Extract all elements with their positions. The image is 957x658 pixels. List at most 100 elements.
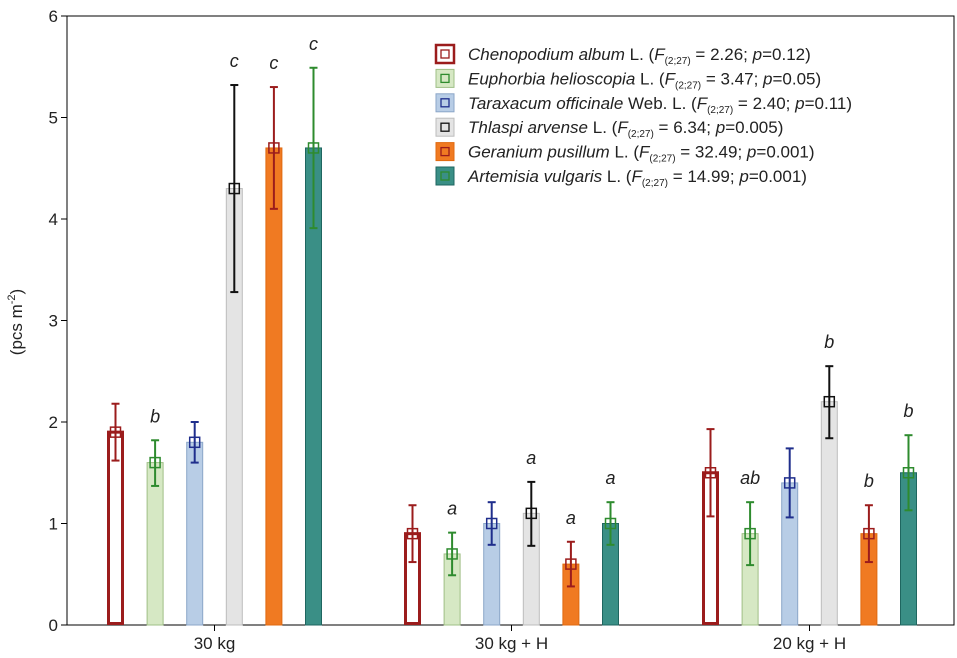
y-tick-label: 3 <box>49 312 58 331</box>
mean-marker <box>744 527 756 540</box>
legend-label-part: =0.001) <box>756 143 814 162</box>
significance-letter: a <box>526 448 536 468</box>
axes: 0 1 2 3 4 5 6 30 kg 30 kg + H 20 kg + H <box>49 7 847 653</box>
legend-label-part: (2;27) <box>675 80 701 91</box>
legend-label-part: = 3.47; <box>701 69 763 88</box>
legend-swatch <box>434 43 456 65</box>
legend-label-part: p <box>762 69 772 88</box>
legend-label-part: Euphorbia helioscopia <box>468 69 635 88</box>
mean-marker <box>406 527 419 540</box>
x-tick-label: 30 kg + H <box>475 634 548 653</box>
legend-swatch <box>435 93 455 113</box>
legend-label-part: (2;27) <box>628 129 654 140</box>
y-axis-title-superscript: -2 <box>6 294 18 304</box>
mean-marker <box>902 467 915 479</box>
legend-marker <box>440 98 450 108</box>
legend-label: Artemisia vulgaris L. (F(2;27) = 14.99; … <box>467 167 807 189</box>
legend-marker <box>440 122 450 132</box>
significance-letter: ab <box>740 468 760 488</box>
significance-letter: a <box>605 468 615 488</box>
legend-label-part: p <box>752 45 762 64</box>
legend-marker <box>440 49 450 59</box>
legend-label: Taraxacum officinale Web. L. (F(2;27) = … <box>468 94 852 116</box>
legend-label-part: Taraxacum officinale <box>468 94 623 113</box>
legend-label-part: L. ( <box>588 118 618 137</box>
legend: Chenopodium album L. (F(2;27) = 2.26; p=… <box>434 43 852 189</box>
legend-marker <box>440 171 450 181</box>
legend-label-part: =0.11) <box>805 94 852 113</box>
legend-label-part: =0.12) <box>762 45 811 64</box>
mean-marker <box>307 142 320 154</box>
mean-marker <box>704 467 717 479</box>
mean-marker <box>783 477 796 489</box>
legend-label-part: (2;27) <box>649 154 675 165</box>
mean-marker <box>149 456 161 469</box>
y-tick-label: 6 <box>49 7 58 26</box>
legend-label-part: L. ( <box>610 143 640 162</box>
significance-letter: c <box>269 53 278 73</box>
bar <box>146 462 164 626</box>
legend-item: Taraxacum officinale Web. L. (F(2;27) = … <box>435 93 852 116</box>
legend-label-part: p <box>715 118 725 137</box>
legend-label-part: p <box>738 167 748 186</box>
x-tick-label: 30 kg <box>194 634 236 653</box>
mean-marker <box>109 426 122 438</box>
legend-marker <box>440 73 450 84</box>
y-tick-label: 1 <box>49 515 58 534</box>
legend-label-part: Artemisia vulgaris <box>467 167 603 186</box>
significance-letter: a <box>566 508 576 528</box>
y-tick-label: 5 <box>49 109 58 128</box>
legend-item: Euphorbia helioscopia L. (F(2;27) = 3.47… <box>435 68 822 91</box>
y-tick-label: 0 <box>49 616 58 635</box>
y-axis-title: (pcs m-2) <box>6 289 26 355</box>
legend-swatch <box>435 68 455 88</box>
legend-label-part: L. ( <box>625 45 655 64</box>
legend-label-part: L. ( <box>602 167 632 186</box>
legend-label-part: F <box>697 94 709 113</box>
legend-marker <box>440 146 450 157</box>
legend-label-part: = 6.34; <box>654 118 716 137</box>
legend-label: Chenopodium album L. (F(2;27) = 2.26; p=… <box>468 45 811 67</box>
legend-label-part: Geranium pusillum <box>468 143 610 162</box>
legend-label-part: =0.05) <box>773 69 822 88</box>
legend-swatch <box>435 166 455 186</box>
legend-label-part: = 32.49; <box>676 143 747 162</box>
legend-label-part: (2;27) <box>665 56 691 67</box>
legend-label-part: Web. L. ( <box>623 94 697 113</box>
legend-item: Thlaspi arvense L. (F(2;27) = 6.34; p=0.… <box>435 117 783 140</box>
mean-marker <box>268 142 280 154</box>
y-tick-label: 2 <box>49 413 58 432</box>
significance-letter: b <box>864 471 874 491</box>
legend-label-part: =0.001) <box>749 167 807 186</box>
mean-marker <box>485 517 498 530</box>
bar <box>265 147 283 626</box>
mean-marker <box>604 517 617 530</box>
significance-letter: c <box>230 51 239 71</box>
mean-marker <box>525 507 538 520</box>
mean-marker <box>565 558 577 570</box>
legend-label-part: Chenopodium album <box>468 45 625 64</box>
significance-letter: b <box>903 401 913 421</box>
significance-letter: a <box>447 499 457 519</box>
legend-item: Chenopodium album L. (F(2;27) = 2.26; p=… <box>434 43 811 67</box>
y-tick-label: 4 <box>49 210 58 229</box>
legend-label-part: = 14.99; <box>668 167 739 186</box>
legend-label-part: = 2.40; <box>733 94 795 113</box>
legend-label-part: L. ( <box>635 69 665 88</box>
legend-label-part: F <box>617 118 629 137</box>
legend-label-part: F <box>654 45 666 64</box>
mean-marker <box>446 548 458 560</box>
legend-label-part: (2;27) <box>707 105 733 116</box>
legend-label: Geranium pusillum L. (F(2;27) = 32.49; p… <box>468 143 815 165</box>
legend-label-part: Thlaspi arvense <box>468 118 588 137</box>
significance-letter: b <box>824 332 834 352</box>
legend-label-part: =0.005) <box>725 118 783 137</box>
legend-label-part: (2;27) <box>642 178 668 189</box>
legend-item: Geranium pusillum L. (F(2;27) = 32.49; p… <box>435 142 815 165</box>
legend-label-part: F <box>631 167 643 186</box>
legend-label-part: p <box>794 94 804 113</box>
legend-label-part: F <box>665 69 677 88</box>
legend-label-part: F <box>639 143 651 162</box>
